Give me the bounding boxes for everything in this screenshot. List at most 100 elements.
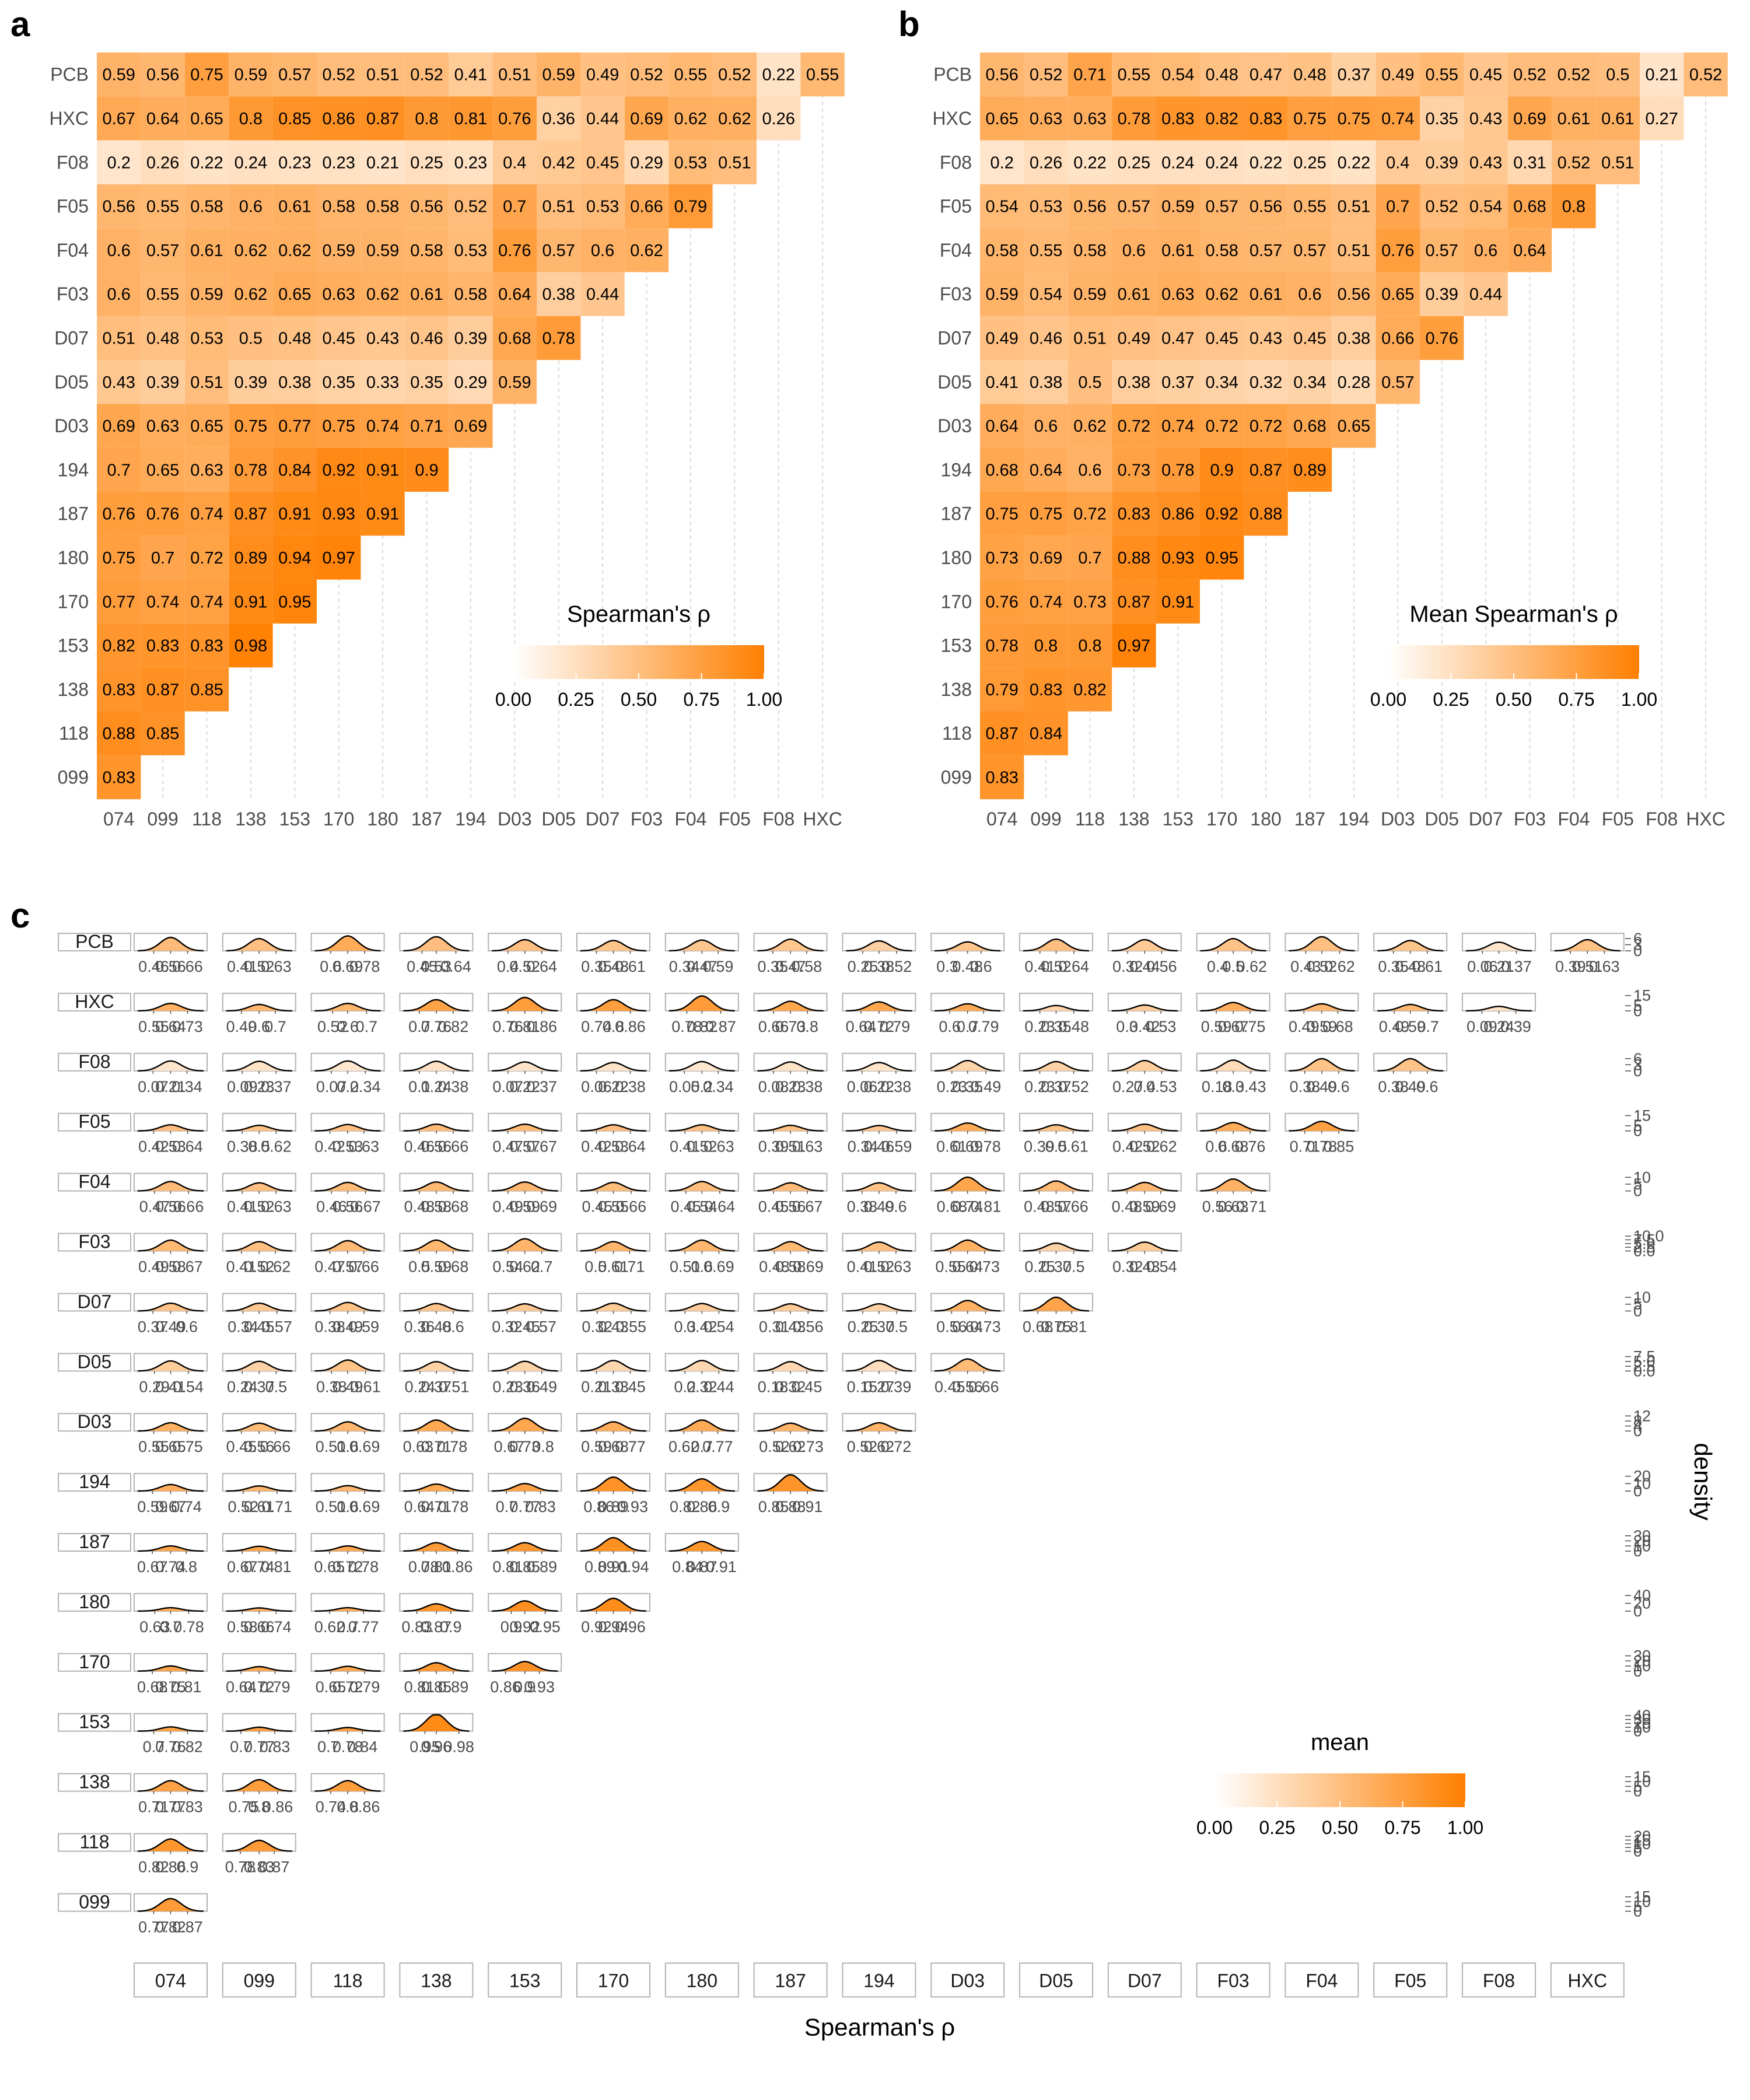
density-x-tick-label: 0.35 <box>581 958 612 975</box>
legend-tick-label: 0.25 <box>1259 1817 1295 1838</box>
density-x-tick-label: 0.59 <box>509 1198 540 1216</box>
col-strip <box>1373 1962 1448 1998</box>
density-curve <box>314 1181 381 1192</box>
cell-value: 0.2 <box>107 153 131 172</box>
heatmap-cell <box>1156 536 1200 580</box>
cell-value: 0.38 <box>1338 329 1370 348</box>
cell-value: 0.47 <box>1161 329 1194 348</box>
col-strip-label: F05 <box>1394 1970 1426 1991</box>
density-x-tick-label: 0.66 <box>616 1198 647 1216</box>
cell-value: 0.7 <box>1078 549 1101 568</box>
density-x-tick-label: 0.86 <box>687 1498 718 1516</box>
cell-value: 0.65 <box>1381 285 1414 304</box>
density-x-tick-label: 0.95 <box>410 1738 440 1756</box>
cell-value: 0.57 <box>1205 198 1238 216</box>
cell-value: 0.97 <box>322 549 355 568</box>
cell-value: 0.39 <box>1425 153 1458 172</box>
heatmap-cell <box>184 140 229 184</box>
cell-value: 0.65 <box>190 110 223 128</box>
density-y-tick-label: 15 <box>1633 1831 1651 1849</box>
density-x-tick-label: 0.48 <box>1112 1198 1143 1216</box>
cell-value: 0.77 <box>278 417 311 436</box>
heatmap-cell <box>404 96 449 141</box>
density-x-tick-label: 0.43 <box>1129 1258 1160 1276</box>
y-tick-label: F08 <box>940 152 972 173</box>
heatmap-cell <box>580 96 625 141</box>
density-x-tick-label: 0.51 <box>316 1438 346 1455</box>
density-x-tick-label: 0.41 <box>155 1378 186 1395</box>
density-x-tick-label: 0.35 <box>758 958 789 975</box>
cell-value: 0.53 <box>586 198 619 216</box>
density-y-tick-label: 40 <box>1633 1707 1651 1724</box>
cell-value: 0.52 <box>322 66 355 85</box>
density-y-tick-label: 5.0 <box>1633 1235 1656 1252</box>
density-x-tick-label: 0.71 <box>614 1258 645 1276</box>
density-curve <box>1554 939 1620 952</box>
density-y-tick-label: 0.0 <box>1633 1242 1656 1260</box>
heatmap-cell <box>1244 404 1288 448</box>
cell-value: 0.53 <box>1030 198 1062 216</box>
heatmap-cell <box>449 272 493 316</box>
density-x-tick-label: 0.34 <box>703 1078 734 1096</box>
density-curve <box>846 1360 912 1372</box>
cell-value: 0.84 <box>278 461 311 480</box>
density-x-tick-label: 0.5 <box>1063 1258 1085 1276</box>
density-x-tick-label: 0.56 <box>1146 958 1177 975</box>
density-curve <box>757 1474 824 1492</box>
density-x-tick-label: 0.6 <box>337 1438 359 1455</box>
row-strip-label: 118 <box>79 1832 109 1853</box>
heatmap-cell <box>97 623 141 668</box>
density-x-tick-label: 0.73 <box>172 1018 203 1035</box>
density-x-tick-label: 0.46 <box>316 1198 347 1216</box>
density-y-tick-label: 20 <box>1633 1828 1651 1845</box>
heatmap-cell <box>1552 140 1596 184</box>
row-strip-label: 180 <box>79 1591 110 1612</box>
heatmap-cell <box>712 96 757 141</box>
heatmap-cell <box>229 184 273 229</box>
cell-value: 0.6 <box>107 242 131 260</box>
heatmap-cell <box>141 404 185 448</box>
density-x-tick-label: 0.78 <box>671 1018 702 1035</box>
density-curve <box>226 1241 292 1252</box>
density-curve <box>314 1727 381 1732</box>
density-y-tick-label: 20 <box>1633 1714 1651 1732</box>
y-tick-label: 170 <box>58 591 89 612</box>
density-x-tick-label: 0.62 <box>314 1618 345 1636</box>
cell-value: 0.91 <box>1161 593 1194 611</box>
density-x-tick-label: 0.4 <box>1134 1078 1156 1096</box>
cell-value: 0.51 <box>366 66 399 85</box>
cell-value: 0.56 <box>1250 198 1282 216</box>
density-x-tick-label: 0.06 <box>581 1078 612 1096</box>
density-y-tick-label: 0 <box>1633 1783 1642 1800</box>
density-x-tick-label: 0.74 <box>261 1618 292 1636</box>
cell-value: 0.32 <box>1250 373 1282 392</box>
cell-value: 0.52 <box>454 198 487 216</box>
density-curve <box>1111 1241 1178 1252</box>
cell-value: 0.85 <box>278 110 311 128</box>
density-x-tick-label: 0.56 <box>155 958 186 975</box>
density-x-tick-label: 0.32 <box>1112 958 1143 975</box>
density-curve <box>757 1124 824 1132</box>
density-y-tick-label: 15 <box>1633 1888 1651 1906</box>
density-x-tick-label: 0.77 <box>155 1798 186 1816</box>
heatmap-cell <box>980 360 1024 404</box>
heatmap-cell <box>1024 579 1068 624</box>
heatmap-cell <box>537 140 581 184</box>
cell-value: 0.72 <box>1118 417 1150 436</box>
density-x-tick-label: 0.48 <box>1024 1198 1055 1216</box>
density-curve <box>846 1241 912 1252</box>
density-x-tick-label: 0.61 <box>615 958 646 975</box>
density-x-tick-label: 0.45 <box>244 1318 275 1335</box>
density-x-tick-label: 0.56 <box>952 1378 983 1395</box>
density-x-tick-label: 0.7 <box>317 1738 340 1756</box>
cell-value: 0.57 <box>1118 198 1150 216</box>
heatmap-cell <box>1200 52 1244 97</box>
density-x-tick-label: 0.59 <box>881 1138 912 1156</box>
density-curve <box>492 1661 558 1672</box>
density-x-tick-label: 0.45 <box>671 1198 702 1216</box>
row-strip-label: 099 <box>79 1891 110 1912</box>
density-x-tick-label: 0.8 <box>249 1798 271 1816</box>
heatmap-cell <box>184 52 229 97</box>
heatmap-cell <box>712 140 757 184</box>
density-curve <box>1023 1005 1089 1012</box>
